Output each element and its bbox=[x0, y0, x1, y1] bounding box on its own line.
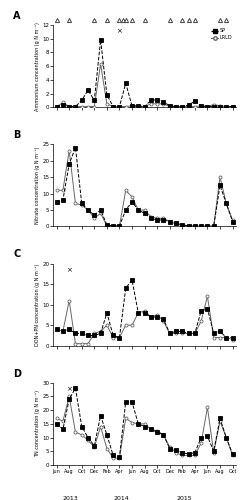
Text: 2014: 2014 bbox=[113, 496, 129, 500]
Y-axis label: Ammonium concentration (g N m⁻³): Ammonium concentration (g N m⁻³) bbox=[35, 22, 40, 110]
Text: 2015: 2015 bbox=[176, 496, 192, 500]
Y-axis label: TN concentration (g N m⁻³): TN concentration (g N m⁻³) bbox=[35, 390, 40, 458]
Text: A: A bbox=[13, 11, 21, 21]
Text: B: B bbox=[13, 130, 21, 140]
Y-axis label: Nitrate concentration (g N m⁻³): Nitrate concentration (g N m⁻³) bbox=[35, 146, 40, 224]
Text: ×: × bbox=[116, 28, 122, 34]
Y-axis label: DON+PN concentration (g N m⁻³): DON+PN concentration (g N m⁻³) bbox=[35, 264, 40, 346]
Text: 2013: 2013 bbox=[63, 496, 79, 500]
Text: C: C bbox=[13, 250, 21, 260]
Text: ×: × bbox=[66, 267, 72, 273]
Text: D: D bbox=[13, 368, 21, 378]
Text: ×: × bbox=[66, 386, 72, 392]
Legend: SP, LRLD: SP, LRLD bbox=[210, 28, 233, 42]
